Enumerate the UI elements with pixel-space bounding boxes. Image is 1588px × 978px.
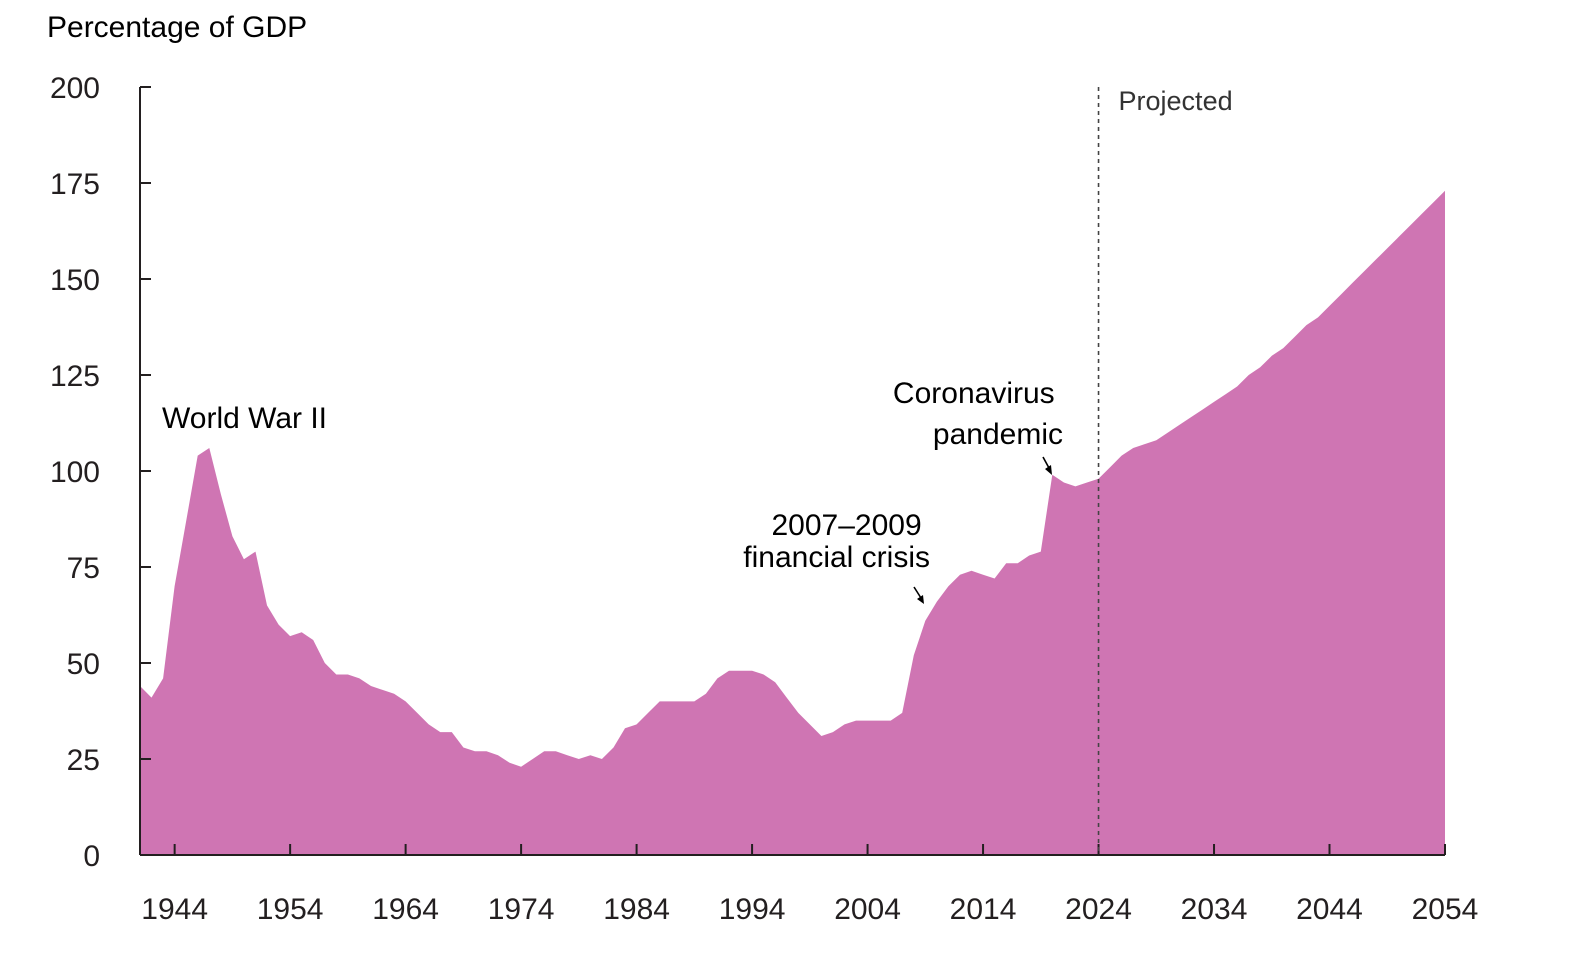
financial-crisis-arrow — [913, 586, 924, 604]
y-axis-title: Percentage of GDP — [47, 11, 307, 44]
x-tick-label-2024: 2024 — [1065, 893, 1132, 926]
x-tick-label-1954: 1954 — [257, 893, 324, 926]
y-tick-label-75: 75 — [67, 552, 100, 585]
annotation-world-war-ii-line-1: World War II — [162, 402, 327, 435]
projected-label: Projected — [1119, 86, 1233, 116]
x-tick-label-1974: 1974 — [488, 893, 555, 926]
annotation-financial-crisis-line-2: financial crisis — [743, 541, 930, 574]
x-tick-label-1964: 1964 — [372, 893, 439, 926]
x-tick-label-1944: 1944 — [141, 893, 208, 926]
x-tick-label-2004: 2004 — [834, 893, 901, 926]
annotation-coronavirus-line-1: Coronavirus — [893, 377, 1055, 410]
y-tick-label-25: 25 — [67, 744, 100, 777]
x-tick-label-1994: 1994 — [719, 893, 786, 926]
x-tick-labels: 1944 1954 1964 1974 1984 1994 2004 2014 2024 2034… — [141, 893, 1478, 926]
annotation-coronavirus-pandemic: Coronavirus pandemic — [893, 377, 1063, 451]
axes — [139, 86, 1446, 856]
x-tick-label-2044: 2044 — [1296, 893, 1363, 926]
annotation-financial-crisis: 2007–2009 financial crisis — [743, 509, 930, 574]
area-layer — [140, 190, 1445, 855]
y-tick-label-125: 125 — [50, 360, 100, 393]
coronavirus-arrow — [1042, 456, 1052, 475]
y-tick-label-200: 200 — [50, 72, 100, 105]
y-tick-labels: 0 25 50 75 100 125 150 175 200 — [50, 72, 100, 873]
debt-area-series — [140, 190, 1445, 855]
annotation-coronavirus-line-2: pandemic — [933, 418, 1063, 451]
y-tick-label-100: 100 — [50, 456, 100, 489]
x-tick-label-2014: 2014 — [950, 893, 1017, 926]
y-tick-label-175: 175 — [50, 168, 100, 201]
annotation-world-war-ii: World War II — [162, 402, 327, 435]
annotation-financial-crisis-line-1: 2007–2009 — [771, 509, 921, 542]
x-tick-label-1984: 1984 — [603, 893, 670, 926]
y-tick-label-50: 50 — [67, 648, 100, 681]
x-tick-label-2054: 2054 — [1412, 893, 1479, 926]
y-tick-label-150: 150 — [50, 264, 100, 297]
y-tick-label-0: 0 — [83, 840, 100, 873]
x-tick-label-2034: 2034 — [1181, 893, 1248, 926]
